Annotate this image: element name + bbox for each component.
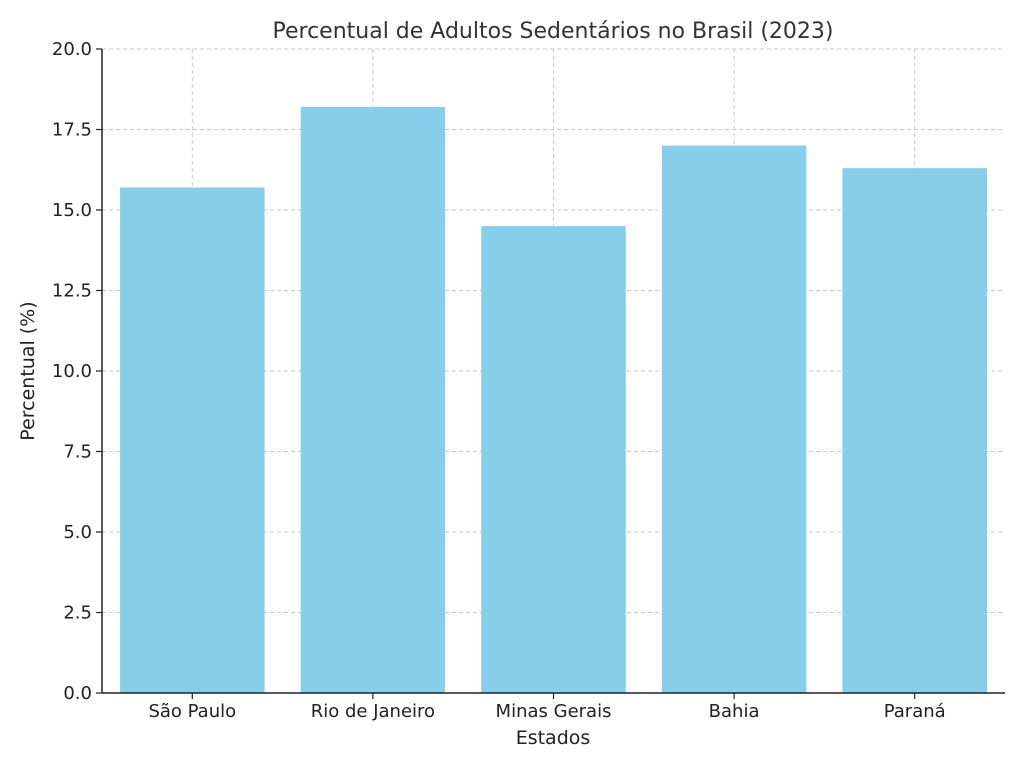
y-tick-label: 15.0 — [52, 200, 92, 221]
bar-rio-de-janeiro — [300, 106, 446, 693]
bar-paran- — [842, 168, 987, 693]
x-axis-label: Estados — [516, 727, 591, 749]
chart-title: Percentual de Adultos Sedentários no Bra… — [273, 19, 834, 44]
x-tick-label: Bahia — [709, 701, 760, 722]
bar-bahia — [661, 145, 807, 694]
y-tick-label: 20.0 — [52, 39, 92, 60]
y-tick-label: 10.0 — [52, 361, 92, 382]
y-tick-label: 5.0 — [63, 522, 92, 543]
y-tick-label: 12.5 — [52, 281, 92, 302]
bar-minas-gerais — [481, 226, 626, 693]
bars — [120, 106, 987, 694]
y-tick-label: 0.0 — [63, 683, 92, 704]
x-tick-label: Rio de Janeiro — [311, 701, 435, 722]
y-tick-label: 7.5 — [63, 442, 92, 463]
y-axis-label: Percentual (%) — [17, 301, 39, 440]
x-tick-label: Minas Gerais — [496, 701, 612, 722]
bar-s-o-paulo — [120, 187, 265, 693]
y-tick-label: 2.5 — [63, 603, 92, 624]
y-tick-label: 17.5 — [52, 120, 92, 141]
x-tick-label: Paraná — [884, 701, 946, 722]
x-tick-label: São Paulo — [148, 701, 236, 722]
axes: 0.0 2.5 5.0 7.5 10.0 12.5 15.0 17.5 20.0 São Paul… — [52, 39, 1005, 722]
